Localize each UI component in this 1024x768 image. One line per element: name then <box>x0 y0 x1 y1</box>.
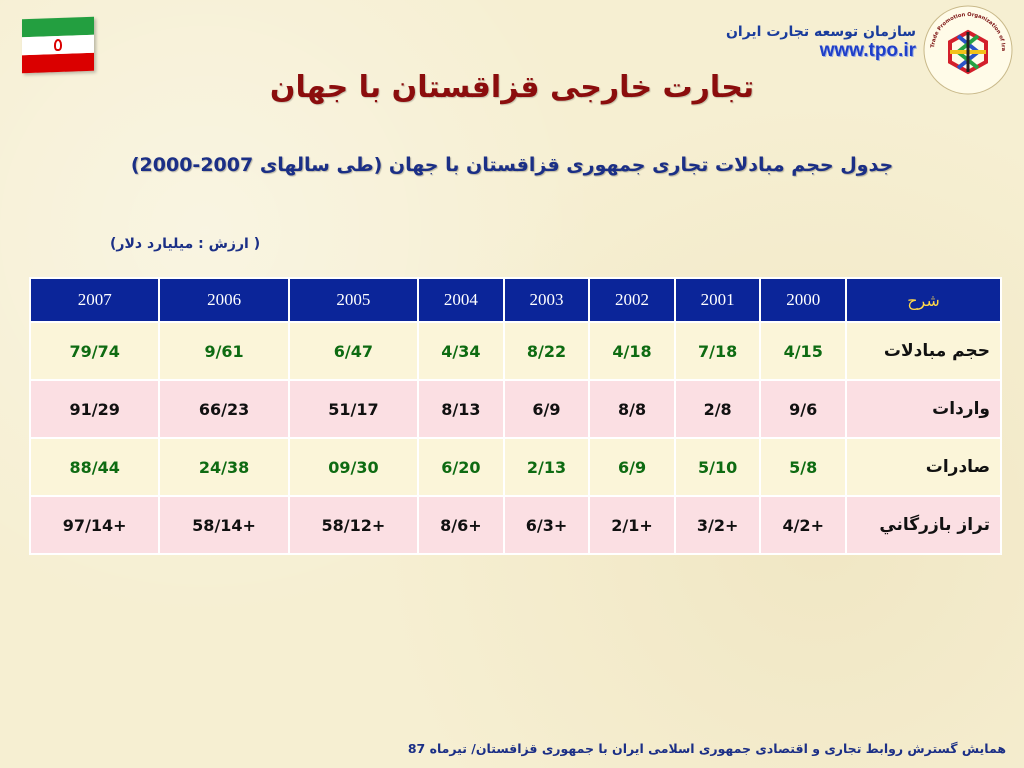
column-header-description: شرح <box>845 277 1002 323</box>
table-cell: 4/18 <box>588 321 676 381</box>
column-header-year: 2005 <box>287 277 420 323</box>
table-cell: +58/14 <box>158 495 290 555</box>
column-header-year: 2001 <box>673 277 762 323</box>
table-cell: 5/10 <box>673 437 762 497</box>
table-cell: +97/14 <box>28 495 161 555</box>
table-cell: +8/6 <box>417 495 505 555</box>
table-row-trade-balance: تراز بازرگاني +4/2 +3/2 +2/1 +6/3 +8/6 +… <box>28 495 1002 555</box>
table-cell: +3/2 <box>673 495 762 555</box>
row-label: حجم مبادلات <box>845 321 1002 381</box>
table-cell: 24/38 <box>158 437 290 497</box>
table-cell: +4/2 <box>759 495 847 555</box>
logo-knot-icon <box>948 29 988 75</box>
table-cell: 6/9 <box>588 437 676 497</box>
org-header: سازمان توسعه تجارت ایران www.tpo.ir <box>726 24 916 62</box>
table-cell: +6/3 <box>502 495 591 555</box>
table-cell: 79/74 <box>28 321 161 381</box>
column-header-year: 2007 <box>28 277 161 323</box>
table-cell: 6/20 <box>417 437 505 497</box>
unit-note: ( ارزش : میلیارد دلار) <box>110 236 261 252</box>
flag-emblem-icon <box>54 38 62 52</box>
row-label: تراز بازرگاني <box>845 495 1002 555</box>
row-label: واردات <box>845 379 1002 439</box>
page-title: تجارت خارجی قزاقستان با جهان <box>269 70 755 105</box>
table-cell: 6/47 <box>287 321 420 381</box>
trade-table: شرح 2000 2001 2002 2003 2004 2005 2006 2… <box>28 277 1002 555</box>
table-cell: 09/30 <box>287 437 420 497</box>
table-cell: 4/15 <box>759 321 847 381</box>
table-row-trade-volume: حجم مبادلات 4/15 7/18 4/18 8/22 4/34 6/4… <box>28 321 1002 381</box>
column-header-year: 2000 <box>759 277 847 323</box>
table-header-row: شرح 2000 2001 2002 2003 2004 2005 2006 2… <box>28 277 1002 323</box>
footer-note: همایش گسترش روابط تجاری و اقتصادی جمهوری… <box>407 741 1006 756</box>
column-header-year: 2004 <box>417 277 505 323</box>
table-row-exports: صادرات 5/8 5/10 6/9 2/13 6/20 09/30 24/3… <box>28 437 1002 497</box>
table-cell: 2/13 <box>502 437 591 497</box>
row-label: صادرات <box>845 437 1002 497</box>
table-caption: جدول حجم مبادلات تجاری جمهوری قزاقستان ب… <box>130 154 894 176</box>
tpo-logo: Trade Promotion Organization of Iran <box>920 2 1013 95</box>
table-cell: 9/61 <box>158 321 290 381</box>
table-cell: 5/8 <box>759 437 847 497</box>
table-cell: 66/23 <box>158 379 290 439</box>
table-cell: 8/8 <box>588 379 676 439</box>
org-url[interactable]: www.tpo.ir <box>819 40 916 61</box>
column-header-year: 2006 <box>158 277 290 323</box>
table-cell: 8/22 <box>502 321 591 381</box>
table-cell: 7/18 <box>673 321 762 381</box>
column-header-year: 2002 <box>588 277 676 323</box>
table-cell: 88/44 <box>28 437 161 497</box>
table-cell: 91/29 <box>28 379 161 439</box>
table-cell: +58/12 <box>287 495 420 555</box>
table-cell: 6/9 <box>502 379 591 439</box>
table-cell: 2/8 <box>673 379 762 439</box>
column-header-year: 2003 <box>502 277 591 323</box>
table-cell: 9/6 <box>759 379 847 439</box>
table-row-imports: واردات 9/6 2/8 8/8 6/9 8/13 51/17 66/23 … <box>28 379 1002 439</box>
iran-flag <box>22 16 94 74</box>
org-name: سازمان توسعه تجارت ایران <box>725 24 916 40</box>
table-cell: 4/34 <box>417 321 505 381</box>
table-cell: 8/13 <box>417 379 505 439</box>
table-cell: +2/1 <box>588 495 676 555</box>
table-cell: 51/17 <box>287 379 420 439</box>
